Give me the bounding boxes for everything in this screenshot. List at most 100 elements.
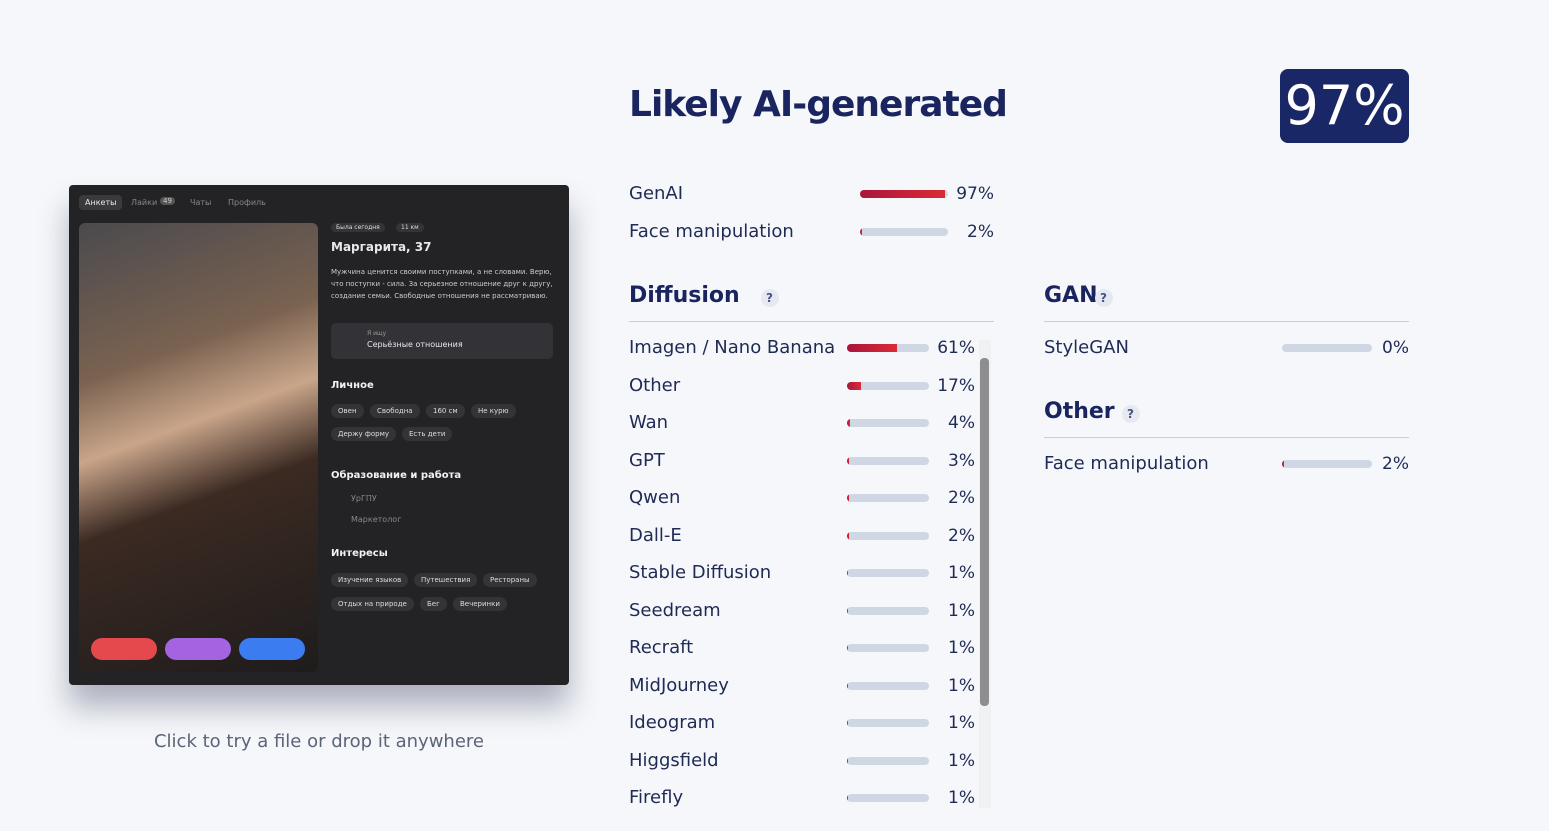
chip: Путешествия	[414, 573, 478, 587]
section-title: Личное	[331, 380, 374, 391]
row-percent: 1%	[948, 638, 975, 658]
row-percent: 1%	[948, 563, 975, 583]
divider	[1044, 321, 1409, 322]
bar	[1282, 460, 1284, 468]
bar	[847, 719, 848, 727]
bar-track	[847, 344, 929, 352]
help-icon[interactable]: ?	[760, 289, 779, 307]
bar	[847, 381, 861, 390]
bar-track	[1282, 344, 1372, 352]
chip: Не курю	[471, 404, 516, 418]
chip: Держу форму	[331, 427, 397, 441]
chip: Вечеринки	[453, 597, 507, 611]
bar-track	[847, 494, 929, 502]
bar-track	[847, 456, 929, 465]
chip: Отдых на природе	[331, 597, 414, 611]
status: Была сегодня	[331, 223, 385, 232]
row-label: MidJourney	[629, 674, 729, 696]
row-label: Recraft	[629, 637, 694, 658]
bar-track	[847, 794, 929, 802]
upload-caption[interactable]: Click to try a file or drop it anywhere	[153, 731, 484, 752]
bar-track	[847, 381, 929, 390]
superlike-button[interactable]	[165, 638, 231, 660]
like-button[interactable]	[239, 638, 305, 660]
divider	[1044, 437, 1409, 438]
chip: Бег	[420, 597, 447, 611]
bar-track	[847, 419, 929, 427]
row-label: Imagen / Nano Banana	[629, 337, 836, 358]
bar	[847, 494, 849, 502]
preview-card[interactable]: Анкеты Лайки 49 Чаты Профиль Была сегодн…	[69, 185, 569, 685]
row-label: Face manipulation	[1044, 453, 1209, 474]
chip: Овен	[331, 404, 364, 418]
tab[interactable]: Анкеты	[79, 195, 123, 210]
section-title: Other	[1044, 399, 1115, 424]
row-label: Qwen	[629, 487, 681, 508]
chip: Есть дети	[402, 427, 453, 441]
section-title: GAN	[1044, 283, 1098, 308]
education: Маркетолог	[351, 515, 402, 524]
bar-track	[847, 756, 929, 765]
bar	[847, 681, 848, 690]
row-label: Face manipulation	[629, 221, 794, 242]
bar-track	[847, 681, 929, 690]
row-percent: 17%	[937, 375, 975, 396]
tab[interactable]: Профиль	[228, 198, 266, 207]
help-icon[interactable]: ?	[1121, 405, 1140, 423]
row-label: Seedream	[629, 599, 721, 621]
row-percent: 61%	[937, 338, 975, 358]
row-percent: 1%	[948, 713, 975, 733]
bar	[860, 190, 946, 198]
looking-for-label: Я ищу	[367, 330, 387, 337]
bar-track	[1282, 460, 1372, 468]
bar-track	[847, 531, 929, 540]
section-title: Интересы	[331, 548, 388, 559]
tab[interactable]: Чаты	[190, 198, 212, 207]
row-percent: 1%	[948, 675, 975, 696]
scrollbar[interactable]	[979, 340, 991, 808]
row-label: Higgsfield	[629, 749, 719, 771]
chip: 160 см	[426, 404, 465, 418]
row-percent: 2%	[948, 488, 975, 508]
row-label: Other	[629, 374, 681, 396]
section-title: Образование и работа	[331, 470, 462, 481]
bar-track	[847, 606, 929, 615]
chip: Свободна	[370, 404, 420, 418]
row-percent: 2%	[948, 525, 975, 546]
row-percent: 1%	[948, 788, 975, 808]
row-percent: 2%	[967, 222, 994, 242]
tab[interactable]: Лайки	[131, 198, 158, 207]
result-title: Likely AI-generated	[629, 84, 1008, 125]
chip: Рестораны	[483, 573, 537, 587]
bar	[847, 531, 849, 540]
distance: 11 км	[396, 223, 424, 232]
row-percent: 3%	[948, 450, 975, 471]
score-badge: 97%	[1280, 69, 1409, 143]
row-percent: 2%	[1382, 454, 1409, 474]
profile-quote: Мужчина ценится своими поступками, а не …	[331, 268, 553, 300]
row-label: Wan	[629, 412, 669, 433]
profile-name: Маргарита, 37	[331, 240, 432, 254]
row-label: Firefly	[629, 787, 684, 808]
row-label: GenAI	[629, 183, 684, 204]
profile-photo	[79, 223, 318, 672]
help-icon[interactable]: ?	[1094, 289, 1113, 307]
bar	[847, 569, 848, 577]
bar	[847, 644, 848, 652]
bar	[847, 794, 848, 802]
bar-track	[860, 190, 948, 198]
bar	[847, 456, 850, 465]
row-percent: 97%	[956, 184, 994, 204]
scroll-thumb[interactable]	[980, 358, 989, 706]
dislike-button[interactable]	[91, 638, 157, 660]
bar-track	[847, 569, 929, 577]
row-label: GPT	[629, 449, 665, 471]
row-percent: 1%	[948, 600, 975, 621]
bar-track	[847, 719, 929, 727]
looking-for-box	[331, 323, 553, 359]
bar	[860, 228, 862, 236]
row-label: Stable Diffusion	[629, 562, 772, 583]
row-percent: 0%	[1382, 338, 1409, 358]
bar-track	[847, 644, 929, 652]
